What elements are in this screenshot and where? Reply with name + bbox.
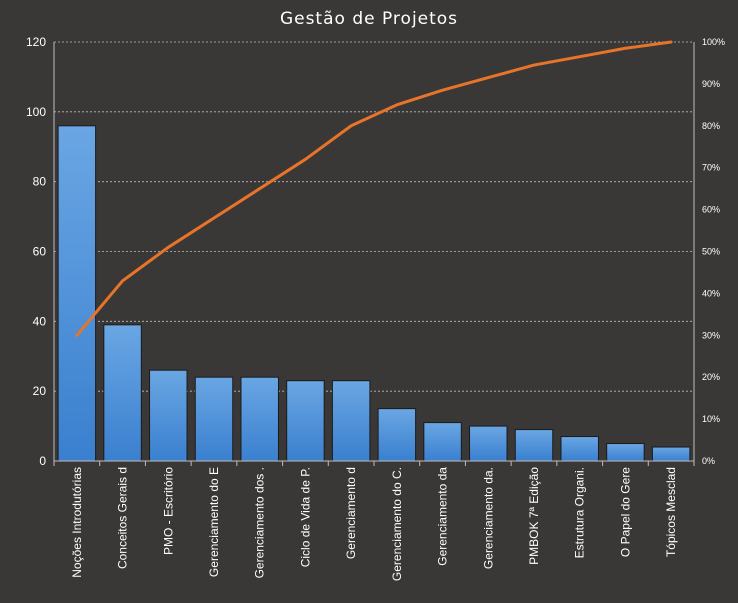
chart-title: Gestão de Projetos xyxy=(280,9,458,29)
line-layer xyxy=(75,40,673,337)
bar xyxy=(149,369,188,462)
y-tick-label: 120 xyxy=(26,35,46,49)
bar xyxy=(514,429,554,462)
y-tick-label: 0 xyxy=(39,454,46,468)
bar xyxy=(651,446,691,462)
x-tick-label: Gerenciamento do C. xyxy=(390,467,404,581)
y-tick-label: 40 xyxy=(33,314,47,328)
y2-tick-label: 30% xyxy=(702,330,720,340)
bar xyxy=(560,436,599,462)
bar xyxy=(423,422,462,462)
y2-tick-label: 60% xyxy=(702,205,720,215)
y-tick-label: 100 xyxy=(26,105,46,119)
x-tick-label: Gerenciamento do E xyxy=(207,467,221,577)
bar xyxy=(377,408,417,462)
x-tick-label: Gerenciamento da. xyxy=(481,467,495,569)
bar xyxy=(240,376,279,462)
bar xyxy=(469,425,508,462)
y2-tick-label: 0% xyxy=(702,456,715,466)
y2-tick-label: 90% xyxy=(702,79,720,89)
cumulative-line xyxy=(75,40,673,337)
bar xyxy=(286,380,325,462)
bar xyxy=(194,376,234,462)
bar xyxy=(57,125,97,462)
y2-tick-label: 100% xyxy=(702,37,725,47)
x-tick-label: Estrutura Organi. xyxy=(573,467,587,558)
x-tick-label: Ciclo de Vida de P. xyxy=(298,467,312,567)
y-tick-label: 60 xyxy=(33,245,47,259)
bar xyxy=(103,324,142,462)
grid-layer xyxy=(54,41,694,392)
x-tick-label: PMO - Escritório xyxy=(161,467,175,555)
x-tick-label: O Papel do Gere xyxy=(618,467,632,557)
y-tick-label: 20 xyxy=(33,384,47,398)
bar-layer xyxy=(57,125,691,462)
x-tick-label: Conceitos Gerais d xyxy=(116,467,130,569)
x-tick-label: Noções Introdutórias xyxy=(70,467,84,578)
x-tick-label: Gerenciamento da xyxy=(436,467,450,566)
y2-tick-label: 70% xyxy=(702,163,720,173)
y2-tick-label: 50% xyxy=(702,247,720,257)
y2-tick-label: 10% xyxy=(702,414,720,424)
y2-tick-label: 80% xyxy=(702,121,720,131)
y2-tick-label: 40% xyxy=(702,288,720,298)
x-tick-label: Gerenciamento dos . xyxy=(253,467,267,578)
y2-tick-label: 20% xyxy=(702,372,720,382)
axis-layer: 0 20 40 60 80 100 120 0% 10% 20% 30% 40% 50% 60% 70% 80… xyxy=(26,35,725,581)
bar xyxy=(331,380,371,462)
x-tick-label: PMBOK 7ª Edição xyxy=(527,467,541,565)
x-tick-label: Tópicos Mesclad xyxy=(664,467,678,557)
y-tick-label: 80 xyxy=(33,175,47,189)
bar xyxy=(606,443,645,462)
x-tick-label: Gerenciamento d xyxy=(344,467,358,559)
